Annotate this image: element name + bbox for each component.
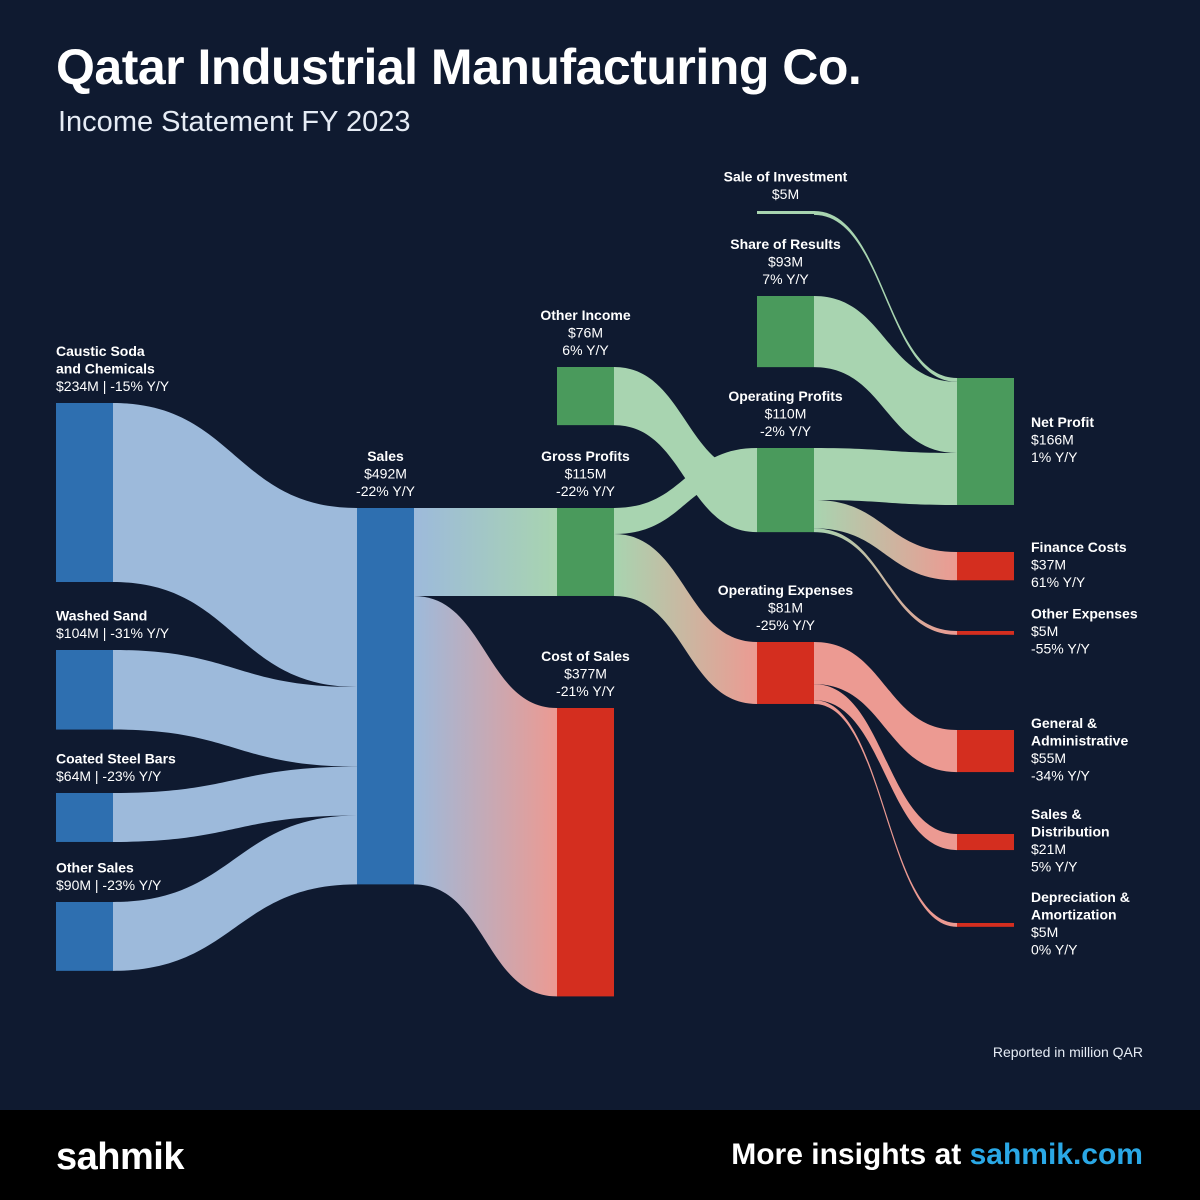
label-net-yoy: 1% Y/Y: [1031, 449, 1078, 465]
nodes-layer: [56, 211, 1014, 997]
page-title: Qatar Industrial Manufacturing Co.: [56, 39, 862, 95]
label-sand-name: Washed Sand: [56, 608, 147, 624]
label-sales-value: $492M: [364, 466, 407, 482]
link-opprofit-to-net: [814, 448, 957, 505]
node-sd: [957, 834, 1014, 851]
label-da-yoy: 0% Y/Y: [1031, 941, 1078, 957]
node-caustic: [56, 403, 113, 583]
label-sd-name: Distribution: [1031, 824, 1110, 840]
node-sale_inv: [757, 211, 814, 214]
label-net-value: $166M: [1031, 432, 1074, 448]
link-other_sales-to-sales: [113, 815, 357, 971]
label-other_income-yoy: 6% Y/Y: [562, 342, 609, 358]
label-other_sales-value: $90M | -23% Y/Y: [56, 877, 162, 893]
label-steel-name: Coated Steel Bars: [56, 751, 176, 767]
link-sales-to-cos: [414, 595, 557, 997]
link-sand-to-sales: [113, 650, 357, 767]
label-finance-yoy: 61% Y/Y: [1031, 574, 1086, 590]
label-cos-value: $377M: [564, 666, 607, 682]
label-sd-yoy: 5% Y/Y: [1031, 859, 1078, 875]
insights-link[interactable]: More insights at sahmik.com: [731, 1138, 1143, 1172]
link-share-to-net: [814, 296, 957, 453]
node-sand: [56, 650, 113, 730]
label-sales-name: Sales: [367, 448, 404, 464]
label-gross-value: $115M: [565, 466, 607, 482]
label-other_income-value: $76M: [568, 325, 603, 341]
labels-layer: Caustic Soda and Chemicals$234M | -15% Y/…: [56, 169, 1138, 958]
node-finance: [957, 552, 1014, 581]
node-other_income: [557, 367, 614, 426]
label-caustic-name: and Chemicals: [56, 361, 155, 377]
node-cos: [557, 708, 614, 997]
link-other_income-to-opprofit: [614, 367, 757, 533]
label-opprofit-yoy: -2% Y/Y: [760, 423, 812, 439]
label-opex-yoy: -25% Y/Y: [756, 617, 816, 633]
label-share-value: $93M: [768, 254, 803, 270]
label-sale_inv-value: $5M: [772, 186, 799, 202]
insights-site[interactable]: sahmik.com: [969, 1138, 1143, 1171]
label-opex-name: Operating Expenses: [718, 582, 854, 598]
label-net-name: Net Profit: [1031, 414, 1094, 430]
label-da-name: Depreciation &: [1031, 889, 1130, 905]
label-da-name: Amortization: [1031, 906, 1117, 922]
label-caustic-name: Caustic Soda: [56, 343, 145, 359]
node-other_sales: [56, 902, 113, 971]
page-subtitle: Income Statement FY 2023: [58, 106, 411, 138]
label-da-value: $5M: [1031, 924, 1058, 940]
label-opex-value: $81M: [768, 600, 803, 616]
link-opprofit-to-other_exp: [814, 528, 957, 635]
label-other_exp-value: $5M: [1031, 623, 1058, 639]
link-opprofit-to-finance: [814, 500, 957, 581]
label-gross-name: Gross Profits: [541, 448, 630, 464]
label-finance-name: Finance Costs: [1031, 539, 1127, 555]
link-gross-to-opex: [614, 534, 757, 704]
label-other_exp-yoy: -55% Y/Y: [1031, 641, 1091, 657]
sahmik-logo: sahmik: [56, 1136, 184, 1178]
label-finance-value: $37M: [1031, 556, 1066, 572]
node-sales: [357, 508, 414, 885]
label-opprofit-name: Operating Profits: [728, 388, 843, 404]
node-share: [757, 296, 814, 368]
label-other_exp-name: Other Expenses: [1031, 606, 1138, 622]
label-sd-name: Sales &: [1031, 806, 1082, 822]
node-opex: [757, 642, 814, 704]
insights-prefix: More insights at: [731, 1138, 970, 1171]
link-opex-to-ga: [814, 642, 957, 773]
label-opprofit-value: $110M: [765, 406, 807, 422]
link-steel-to-sales: [113, 766, 357, 842]
label-ga-name: Administrative: [1031, 733, 1128, 749]
unit-note: Reported in million QAR: [992, 1044, 1143, 1060]
label-share-name: Share of Results: [730, 236, 841, 252]
node-net: [957, 378, 1014, 505]
label-sale_inv-name: Sale of Investment: [724, 169, 848, 185]
node-ga: [957, 730, 1014, 773]
links-layer: [113, 211, 957, 997]
label-caustic-value: $234M | -15% Y/Y: [56, 378, 170, 394]
label-sd-value: $21M: [1031, 841, 1066, 857]
label-cos-name: Cost of Sales: [541, 648, 630, 664]
link-caustic-to-sales: [113, 403, 357, 688]
node-steel: [56, 793, 113, 842]
label-ga-value: $55M: [1031, 750, 1066, 766]
link-sales-to-gross: [414, 508, 557, 596]
label-other_sales-name: Other Sales: [56, 860, 134, 876]
link-sale_inv-to-net: [814, 211, 957, 382]
node-other_exp: [957, 631, 1014, 635]
node-opprofit: [757, 448, 814, 533]
sankey-chart: Caustic Soda and Chemicals$234M | -15% Y/…: [56, 169, 1138, 997]
label-sales-yoy: -22% Y/Y: [356, 483, 416, 499]
footer: sahmik More insights at sahmik.com: [0, 1110, 1200, 1200]
label-ga-name: General &: [1031, 715, 1097, 731]
label-share-yoy: 7% Y/Y: [762, 271, 809, 287]
label-ga-yoy: -34% Y/Y: [1031, 768, 1091, 784]
label-cos-yoy: -21% Y/Y: [556, 683, 616, 699]
label-gross-yoy: -22% Y/Y: [556, 483, 616, 499]
link-opex-to-sd: [814, 684, 957, 851]
node-da: [957, 923, 1014, 927]
label-steel-value: $64M | -23% Y/Y: [56, 768, 162, 784]
label-sand-value: $104M | -31% Y/Y: [56, 625, 170, 641]
link-opex-to-da: [814, 700, 957, 927]
label-other_income-name: Other Income: [540, 307, 630, 323]
node-gross: [557, 508, 614, 596]
